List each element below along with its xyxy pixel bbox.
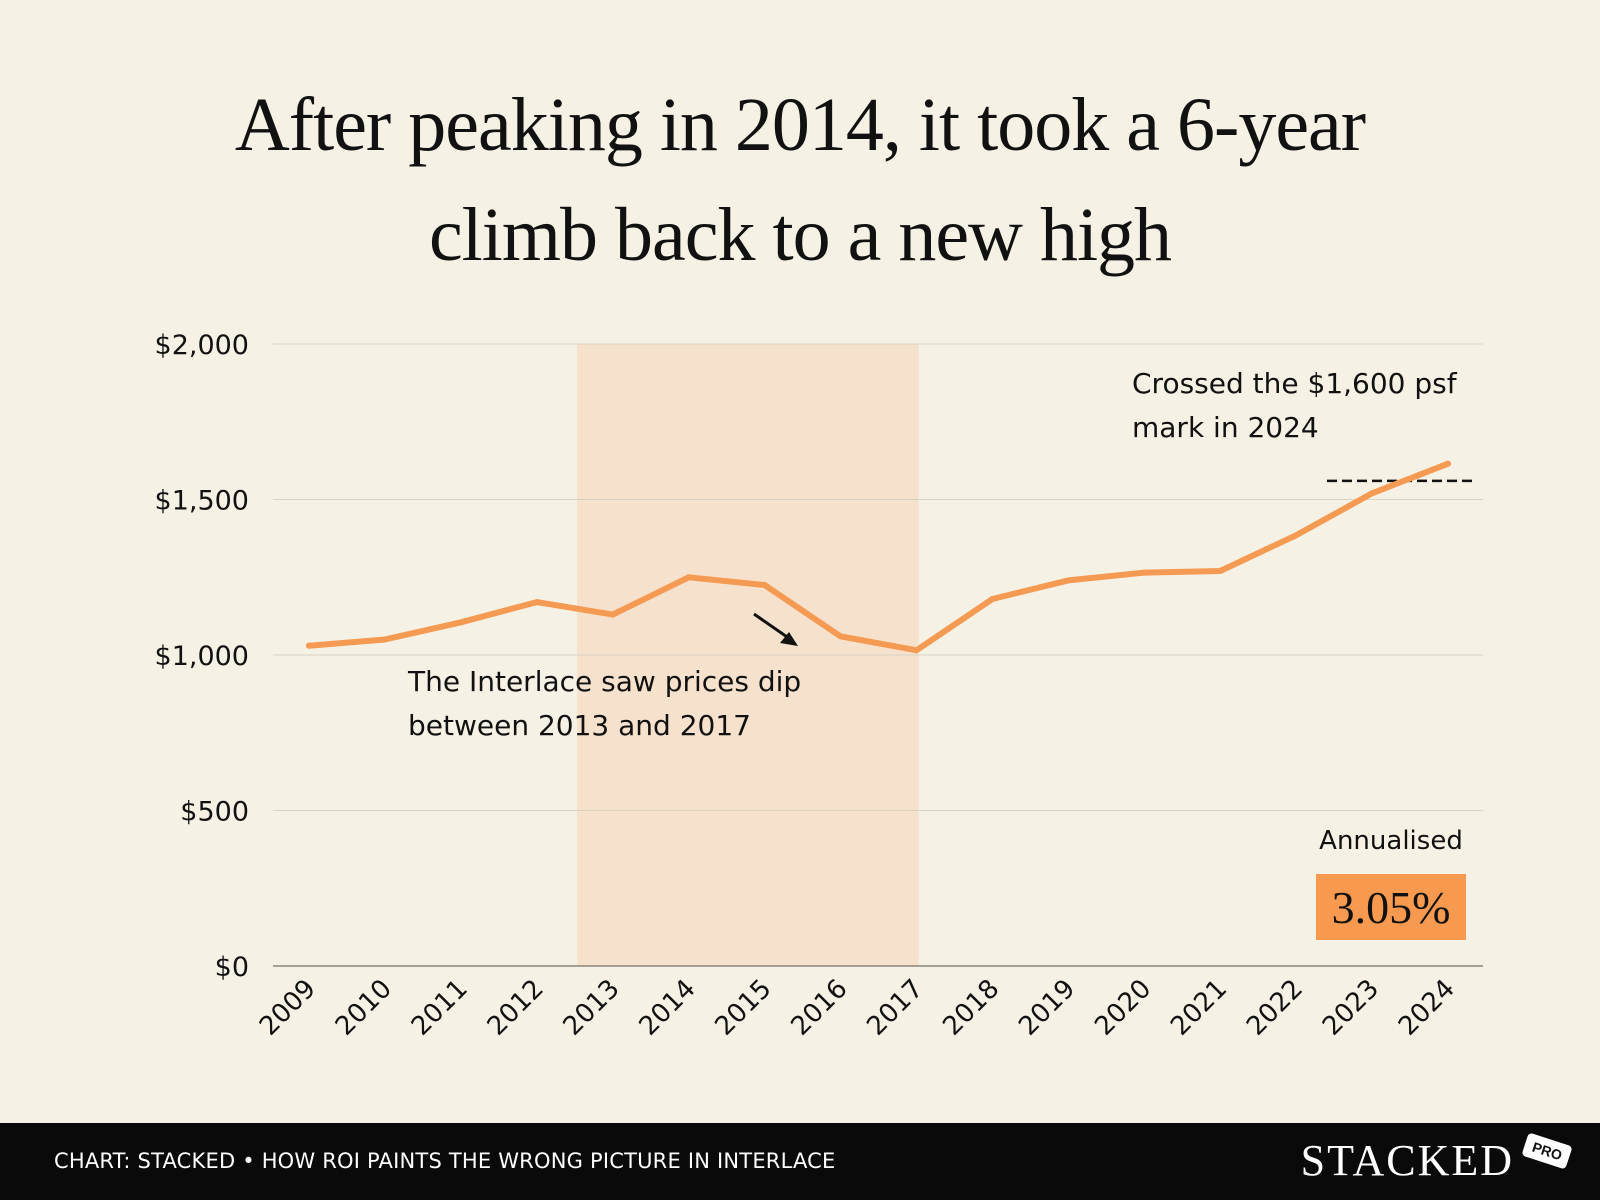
data-point-2015 xyxy=(761,582,768,589)
dip-annotation: The Interlace saw prices dip between 201… xyxy=(408,660,801,748)
data-point-2023 xyxy=(1369,490,1376,497)
y-tick-label: $2,000 xyxy=(155,330,249,361)
y-tick-label: $1,500 xyxy=(155,486,249,517)
data-point-2020 xyxy=(1141,569,1148,576)
x-tick-label: 2015 xyxy=(710,974,778,1042)
data-point-2016 xyxy=(837,633,844,640)
annotation-arrow-shaft xyxy=(753,612,791,641)
annualised-label: Annualised xyxy=(1319,826,1463,856)
x-tick-label: 2013 xyxy=(558,974,626,1042)
x-tick-label: 2022 xyxy=(1241,974,1309,1042)
line-chart: $0$500$1,000$1,500$2,000 2009 2010 2011 201… xyxy=(155,330,1483,1042)
x-tick-label: 2018 xyxy=(937,974,1005,1042)
dip-annotation-line-2: between 2013 and 2017 xyxy=(408,709,751,742)
x-tick-label: 2014 xyxy=(634,974,702,1042)
data-point-2012 xyxy=(533,599,540,606)
data-point-2018 xyxy=(989,596,996,603)
x-tick-label: 2023 xyxy=(1317,974,1385,1042)
data-point-2022 xyxy=(1293,532,1300,539)
x-tick-label: 2016 xyxy=(785,974,853,1042)
chart-title-line-2: climb back to a new high xyxy=(428,193,1172,277)
data-point-2014 xyxy=(685,574,692,581)
footer-caption: CHART: STACKED • HOW ROI PAINTS THE WRON… xyxy=(54,1149,836,1173)
cross-annotation-line-2: mark in 2024 xyxy=(1132,411,1319,444)
y-tick-label: $500 xyxy=(180,797,249,828)
annotation-arrow-head xyxy=(780,632,798,646)
price-series-line xyxy=(306,460,1451,654)
footer-bar: CHART: STACKED • HOW ROI PAINTS THE WRON… xyxy=(0,1123,1600,1200)
cross-annotation: Crossed the $1,600 psf mark in 2024 xyxy=(1132,362,1457,450)
x-tick-label: 2009 xyxy=(254,974,322,1042)
y-tick-label: $1,000 xyxy=(155,641,249,672)
data-point-2017 xyxy=(913,647,920,654)
data-point-2019 xyxy=(1065,577,1072,584)
stacked-logo: STACKED xyxy=(1300,1136,1514,1185)
cross-annotation-line-1: Crossed the $1,600 psf xyxy=(1132,367,1457,400)
data-point-2011 xyxy=(457,619,464,626)
y-tick-label: $0 xyxy=(215,952,249,983)
x-tick-label: 2010 xyxy=(330,974,398,1042)
chart-title: After peaking in 2014, it took a 6-year … xyxy=(0,70,1600,290)
x-tick-label: 2011 xyxy=(406,974,474,1042)
data-point-2010 xyxy=(381,636,388,643)
data-point-2009 xyxy=(306,642,312,649)
pro-badge: PRO xyxy=(1521,1132,1573,1170)
x-tick-label: 2024 xyxy=(1393,974,1461,1042)
data-point-2024 xyxy=(1445,460,1451,467)
chart-title-line-1: After peaking in 2014, it took a 6-year xyxy=(234,83,1366,167)
x-tick-label: 2021 xyxy=(1165,974,1233,1042)
annualised-value: 3.05% xyxy=(1331,881,1451,933)
x-tick-label: 2017 xyxy=(861,974,929,1042)
x-tick-label: 2012 xyxy=(482,974,550,1042)
data-point-2013 xyxy=(609,611,616,618)
annualised-value-badge: 3.05% xyxy=(1316,874,1466,940)
x-tick-label: 2020 xyxy=(1089,974,1157,1042)
dip-annotation-line-1: The Interlace saw prices dip xyxy=(408,665,802,698)
x-tick-label: 2019 xyxy=(1013,974,1081,1042)
data-point-2021 xyxy=(1217,568,1224,575)
